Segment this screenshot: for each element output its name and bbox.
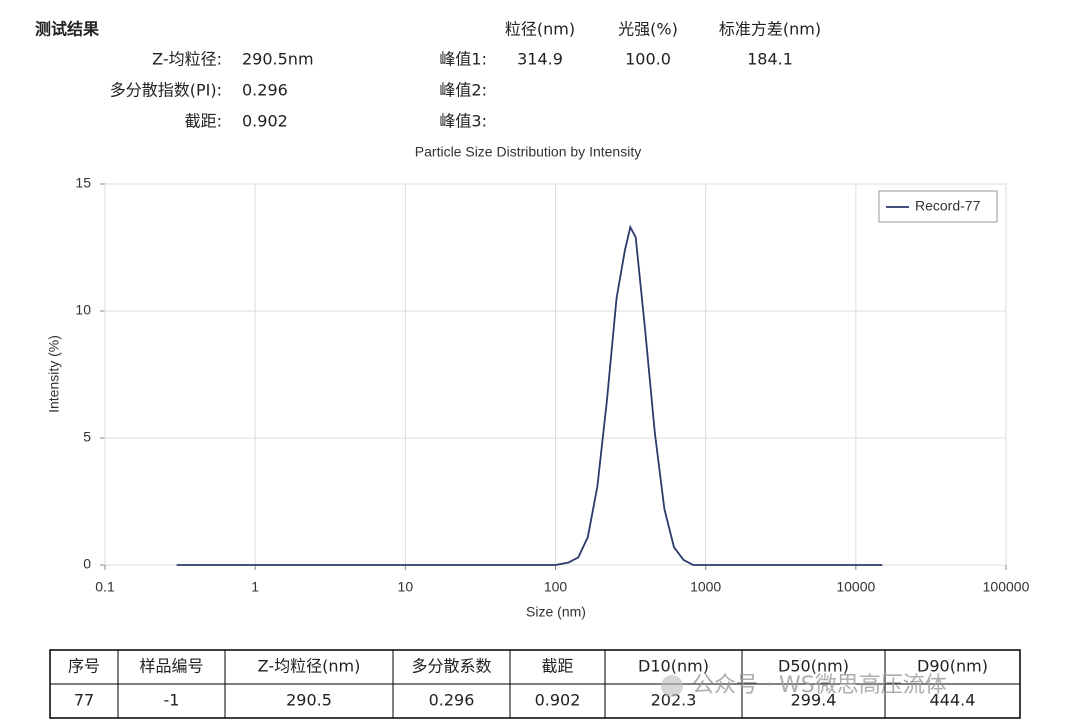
table-cell: 299.4 [791, 691, 837, 710]
watermark-icon [661, 675, 683, 697]
table-cell: 0.296 [429, 691, 475, 710]
summary-label: 截距: [185, 112, 222, 131]
x-tick-label: 1 [251, 579, 259, 595]
table-header: D10(nm) [638, 657, 709, 676]
x-axis-label: Size (nm) [526, 604, 586, 620]
watermark: 公众号 · WS微思高压流体 [692, 673, 947, 698]
legend-label: Record-77 [915, 198, 981, 214]
table-header: Z-均粒径(nm) [258, 657, 361, 676]
table-header: D90(nm) [917, 657, 988, 676]
x-tick-label: 0.1 [95, 579, 115, 595]
peak-column: 光强(%) [618, 20, 678, 39]
table-header: 多分散系数 [411, 657, 491, 676]
peak-column: 粒径(nm) [505, 20, 575, 39]
peak-column: 标准方差(nm) [719, 20, 821, 39]
summary-value: 0.902 [242, 112, 288, 131]
summary-label: Z-均粒径: [152, 50, 222, 69]
peak-label: 峰值1: [439, 50, 487, 69]
x-tick-label: 10000 [836, 579, 875, 595]
table-header: 序号 [68, 657, 100, 676]
table-cell: 444.4 [930, 691, 976, 710]
x-tick-label: 10 [398, 579, 414, 595]
title: 测试结果 [35, 20, 99, 39]
summary-value: 290.5nm [242, 50, 314, 69]
peak-label: 峰值2: [439, 81, 487, 100]
peak-value: 314.9 [517, 50, 563, 69]
chart-title: Particle Size Distribution by Intensity [415, 144, 641, 160]
table-cell: -1 [164, 691, 180, 710]
y-tick-label: 10 [75, 302, 91, 318]
peak-value: 100.0 [625, 50, 671, 69]
y-tick-label: 15 [75, 175, 91, 191]
x-tick-label: 100 [544, 579, 568, 595]
table-header: D50(nm) [778, 657, 849, 676]
summary-value: 0.296 [242, 81, 288, 100]
y-axis-label: Intensity (%) [46, 335, 62, 413]
summary-label: 多分散指数(PI): [110, 81, 222, 100]
y-tick-label: 0 [83, 556, 91, 572]
table-header: 样品编号 [139, 657, 203, 676]
table-cell: 0.902 [535, 691, 581, 710]
peak-value: 184.1 [747, 50, 793, 69]
data-line [176, 224, 883, 566]
table-cell: 77 [74, 691, 94, 710]
table-cell: 202.3 [651, 691, 697, 710]
peak-label: 峰值3: [439, 112, 487, 131]
table-cell: 290.5 [286, 691, 332, 710]
table-header: 截距 [541, 657, 573, 676]
x-tick-label: 1000 [690, 579, 721, 595]
y-tick-label: 5 [83, 429, 91, 445]
x-tick-label: 100000 [983, 579, 1030, 595]
